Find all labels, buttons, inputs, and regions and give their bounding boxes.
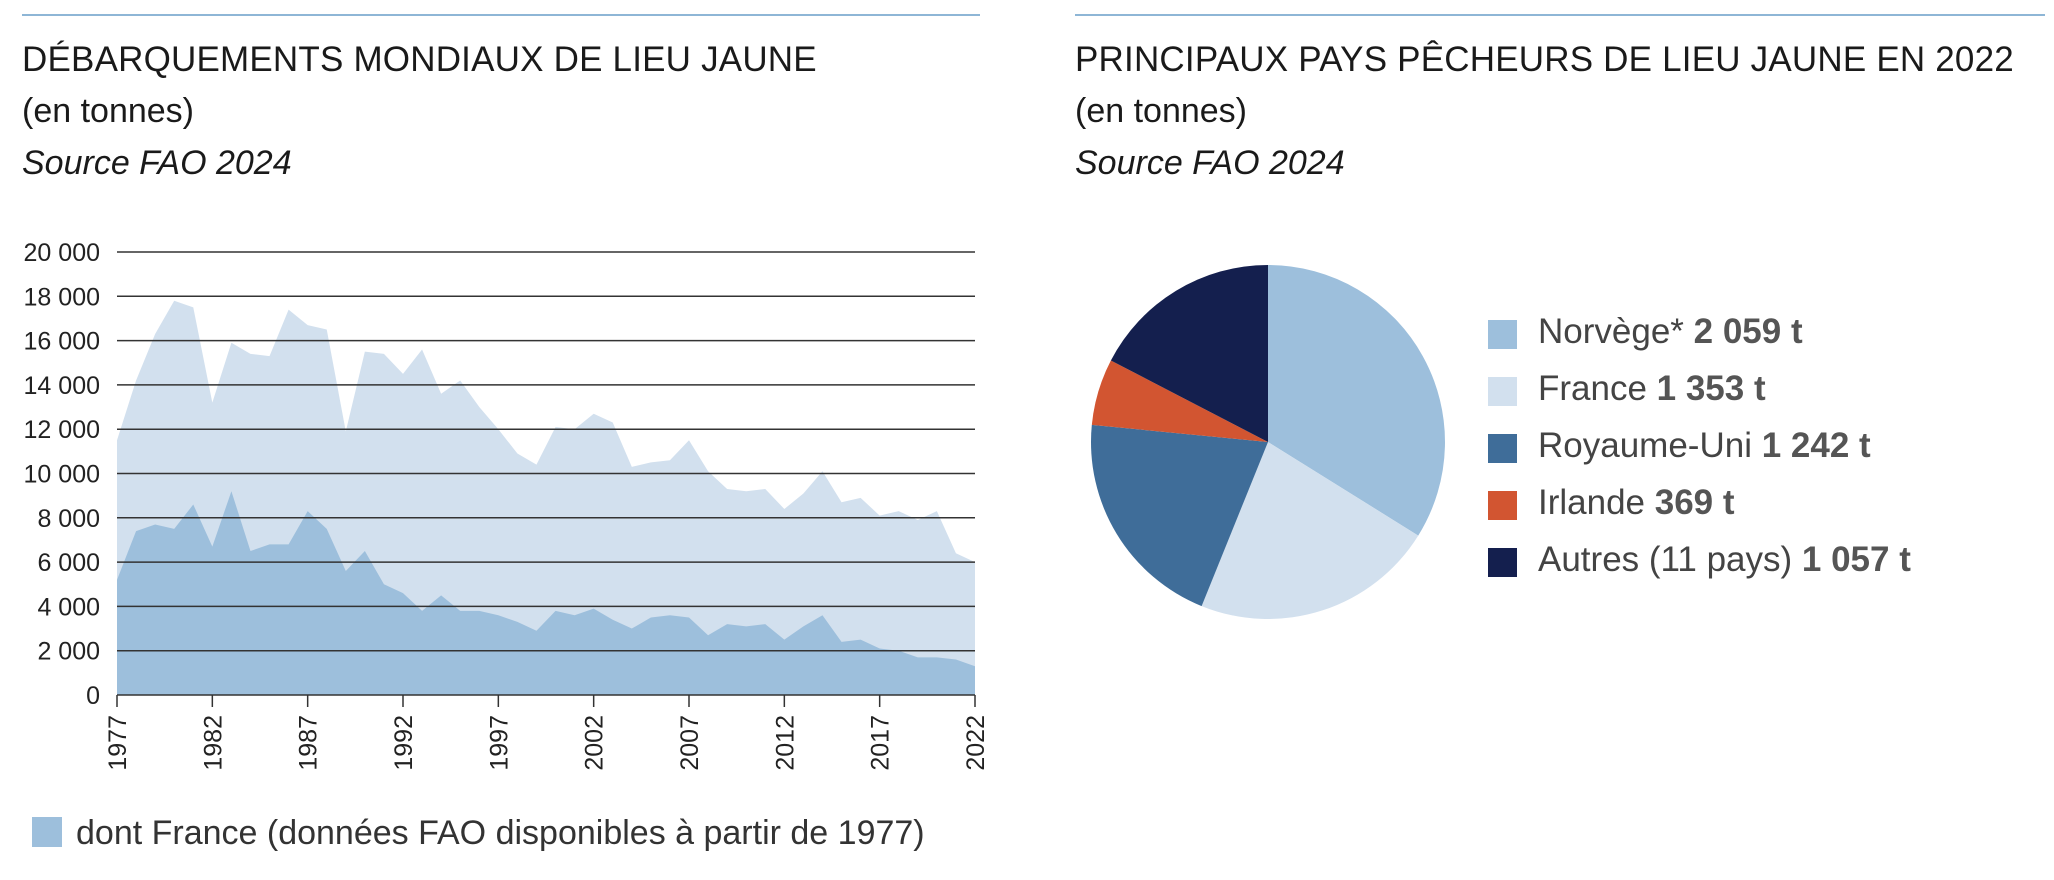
y-axis-ticks: 0 2 000 4 000 6 000 8 000 10 000 12 000 14 000 1… — [24, 239, 100, 710]
landings-chart-panel: DÉBARQUEMENTS MONDIAUX DE LIEU JAUNE (en… — [0, 0, 1000, 880]
series-area-france — [117, 491, 975, 695]
chart-title: PRINCIPAUX PAYS PÊCHEURS DE LIEU JAUNE E… — [1075, 40, 2014, 79]
x-tick-label: 1987 — [295, 715, 323, 771]
chart-subtitle: (en tonnes) — [22, 92, 194, 130]
legend-label: Irlande 369 t — [1538, 483, 1735, 523]
chart-title: DÉBARQUEMENTS MONDIAUX DE LIEU JAUNE — [22, 40, 817, 79]
y-tick-label: 8 000 — [37, 505, 100, 533]
pie-chart — [1090, 265, 1445, 619]
y-tick-label: 12 000 — [24, 416, 100, 444]
legend-country: France — [1538, 369, 1657, 408]
y-tick-label: 18 000 — [24, 283, 100, 311]
y-tick-label: 20 000 — [24, 239, 100, 267]
legend-swatch — [1488, 434, 1517, 463]
legend-country: Autres (11 pays) — [1538, 540, 1802, 579]
legend-value: 1 242 t — [1761, 426, 1871, 465]
y-tick-label: 0 — [86, 682, 100, 710]
area-chart: 0 2 000 4 000 6 000 8 000 10 000 12 000 14 000 1… — [24, 239, 990, 771]
chart-subtitle: (en tonnes) — [1075, 92, 1247, 130]
x-tick-label: 2012 — [771, 715, 799, 771]
legend-swatch — [1488, 548, 1517, 577]
pie-slice — [1110, 265, 1268, 442]
legend-label: France 1 353 t — [1538, 369, 1766, 409]
legend-country: Irlande — [1538, 483, 1655, 522]
area-legend: dont France (données FAO disponibles à p… — [32, 814, 925, 853]
y-tick-label: 14 000 — [24, 372, 100, 400]
area-series-layer — [117, 300, 975, 695]
y-tick-label: 10 000 — [24, 461, 100, 489]
top-rule — [22, 14, 980, 16]
legend-value: 369 t — [1654, 483, 1735, 522]
x-tick-label: 2007 — [676, 715, 704, 771]
countries-chart-panel: PRINCIPAUX PAYS PÊCHEURS DE LIEU JAUNE E… — [1075, 0, 2054, 880]
legend-label: Norvège* 2 059 t — [1538, 312, 1803, 352]
pie-slice — [1268, 265, 1445, 536]
legend-swatch — [1488, 491, 1517, 520]
legend-country: Royaume-Uni — [1538, 426, 1762, 465]
legend-country: Norvège* — [1538, 312, 1694, 351]
x-tick-label: 1977 — [104, 715, 132, 771]
x-tick-label: 1992 — [390, 715, 418, 771]
chart-source: Source FAO 2024 — [22, 144, 292, 182]
chart-source: Source FAO 2024 — [1075, 144, 1345, 182]
legend-swatch — [1488, 377, 1517, 406]
legend-label-france: dont France (données FAO disponibles à p… — [76, 814, 925, 852]
legend-label: Autres (11 pays) 1 057 t — [1538, 540, 1911, 580]
x-tick-label: 2002 — [581, 715, 609, 771]
pie-slice — [1090, 424, 1268, 607]
legend-swatch-france — [32, 817, 62, 847]
y-tick-label: 2 000 — [37, 638, 100, 666]
legend-value: 1 353 t — [1656, 369, 1766, 408]
legend-swatch — [1488, 320, 1517, 349]
legend-label: Royaume-Uni 1 242 t — [1538, 426, 1871, 466]
y-tick-label: 6 000 — [37, 549, 100, 577]
legend-value: 1 057 t — [1801, 540, 1911, 579]
y-tick-label: 4 000 — [37, 593, 100, 621]
legend-value: 2 059 t — [1693, 312, 1803, 351]
top-rule — [1075, 14, 2045, 16]
x-axis-ticks: 1977 1982 1987 1992 1997 2002 2007 2012 2017 2022 — [104, 694, 990, 771]
pie-slice — [1201, 442, 1419, 619]
gridlines — [117, 251, 975, 652]
pie-slice — [1091, 360, 1268, 442]
x-tick-label: 1982 — [199, 715, 227, 771]
x-tick-label: 1997 — [485, 715, 513, 771]
x-tick-label: 2017 — [867, 715, 895, 771]
x-tick-label: 2022 — [962, 715, 990, 771]
y-tick-label: 16 000 — [24, 328, 100, 356]
